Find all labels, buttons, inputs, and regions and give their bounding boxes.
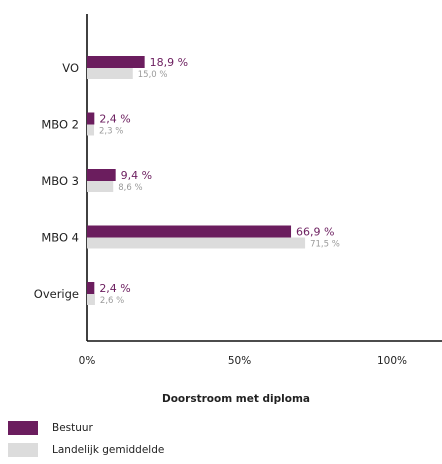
bar-landelijk — [87, 181, 114, 192]
legend-item-bestuur: Bestuur — [8, 420, 164, 436]
category-label: VO — [62, 61, 79, 75]
data-label-bestuur: 2,4 % — [99, 113, 130, 126]
chart-bars — [87, 56, 306, 305]
bar-bestuur — [87, 282, 95, 294]
bar-landelijk — [87, 68, 133, 79]
x-tick-label: 100% — [377, 355, 407, 367]
category-label: MBO 3 — [41, 174, 79, 188]
data-label-bestuur: 18,9 % — [150, 56, 188, 69]
data-label-landelijk: 8,6 % — [118, 183, 142, 193]
bar-bestuur — [87, 112, 95, 125]
bar-bestuur — [87, 169, 116, 181]
legend-label-landelijk: Landelijk gemiddelde — [52, 444, 165, 456]
bar-landelijk — [87, 294, 95, 305]
data-label-landelijk: 2,6 % — [100, 296, 124, 306]
x-axis-title: Doorstroom met diploma — [162, 393, 310, 405]
x-tick-label: 0% — [79, 355, 96, 367]
bar-bestuur — [87, 56, 145, 68]
data-label-landelijk: 15,0 % — [138, 70, 168, 80]
category-label: MBO 4 — [41, 231, 79, 245]
legend-swatch-bestuur — [8, 421, 38, 435]
legend-swatch-landelijk — [8, 443, 38, 457]
legend-label-bestuur: Bestuur — [52, 422, 93, 434]
x-tick-label: 50% — [228, 355, 251, 367]
bar-landelijk — [87, 237, 306, 249]
data-label-bestuur: 9,4 % — [121, 169, 152, 182]
bar-landelijk — [87, 124, 95, 136]
legend: Bestuur Landelijk gemiddelde — [8, 420, 164, 464]
bar-bestuur — [87, 225, 292, 238]
data-label-bestuur: 2,4 % — [99, 282, 130, 295]
bar-chart: 0% 50% 100% Doorstroom met diploma VO 18,9 %1… — [34, 14, 442, 405]
legend-item-landelijk: Landelijk gemiddelde — [8, 442, 164, 458]
category-label: MBO 2 — [41, 118, 79, 132]
data-label-landelijk: 2,3 % — [99, 127, 123, 137]
data-label-bestuur: 66,9 % — [296, 226, 334, 239]
category-label: Overige — [34, 287, 79, 301]
chart-labels: 0% 50% 100% Doorstroom met diploma VO 18,9 %1… — [34, 56, 407, 405]
data-label-landelijk: 71,5 % — [310, 240, 340, 250]
